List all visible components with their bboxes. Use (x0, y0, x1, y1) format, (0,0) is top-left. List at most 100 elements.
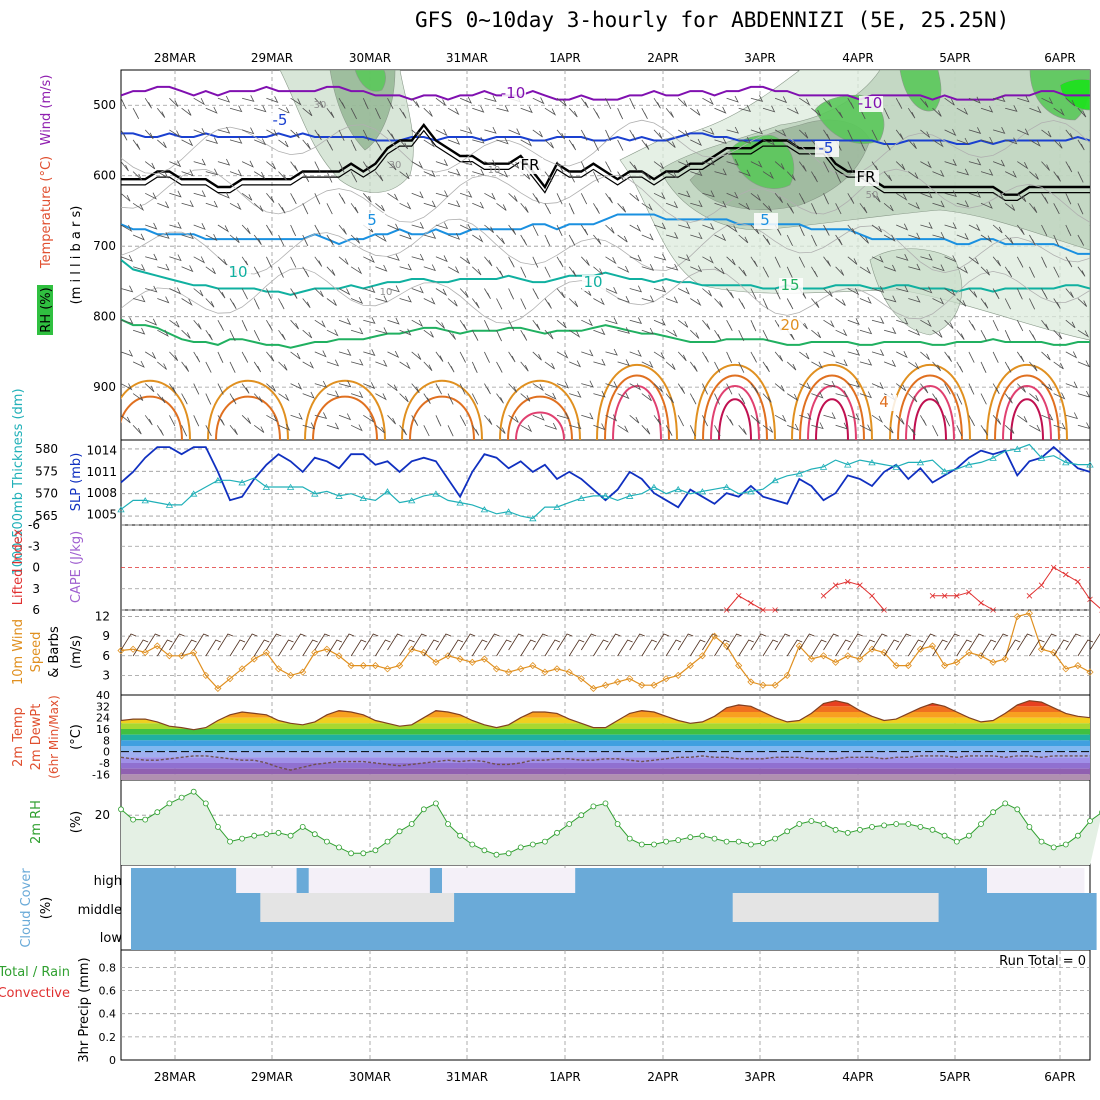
wind-barb (520, 203, 529, 213)
y-tick-temp: 0 (103, 746, 110, 759)
cloud-cell-low (466, 922, 479, 950)
cloud-cell-high (381, 868, 395, 893)
cloud-cell-low (442, 922, 455, 950)
cloud-cell-high (1047, 868, 1061, 893)
wind-barb (920, 222, 933, 229)
cloud-cell-high (151, 868, 164, 893)
cloud-cell-low (926, 922, 940, 950)
wind-point (347, 662, 355, 670)
wind-barb (580, 161, 587, 173)
wind-barb (362, 98, 369, 110)
thickness-point (1013, 445, 1022, 452)
wind-barb (411, 129, 422, 139)
wind-barb (387, 192, 399, 202)
wind-barb (738, 202, 751, 211)
y-tick-pressure: 500 (93, 98, 116, 112)
rh-point (142, 816, 149, 823)
wind-barb (447, 233, 461, 240)
rh-point (905, 821, 912, 827)
wind-barb (169, 319, 180, 328)
wind-barb (229, 393, 237, 405)
wind-barb (156, 107, 166, 118)
cloud-cell-low (381, 922, 395, 950)
wind-barb (471, 330, 479, 341)
lifted-index-plot (121, 564, 1100, 613)
cloud-cell-high (272, 868, 286, 893)
wind-barb (641, 108, 648, 119)
wind-barb (459, 158, 473, 166)
wind-barb (980, 298, 989, 309)
wind-barb (241, 415, 252, 424)
wind-barb (435, 159, 449, 167)
wind-barb (1029, 234, 1036, 246)
rh-point (917, 824, 924, 830)
cloud-cell-high (551, 868, 564, 893)
wind-barb (629, 349, 642, 357)
y-tick-pressure: 700 (93, 239, 116, 253)
contour-label: -10 (858, 94, 883, 112)
wind-barb (920, 351, 930, 361)
contour-label-bg (269, 113, 293, 129)
cloud-cell-high (139, 868, 152, 893)
wind-point (238, 665, 246, 673)
wind-barb (774, 129, 787, 137)
cloud-cell-high (284, 868, 298, 893)
rh-point (978, 821, 984, 827)
wind-point (941, 662, 949, 670)
wind-barb (472, 201, 485, 209)
isotherms (121, 85, 1090, 440)
temp-band (121, 695, 1090, 701)
wind-barb (387, 129, 395, 140)
wind-barb (1065, 193, 1072, 205)
cloud-cell-high (817, 868, 831, 893)
wind-point (868, 645, 876, 653)
wind-barb (702, 415, 708, 427)
wind-barb (314, 380, 328, 388)
wind-point (480, 655, 488, 663)
y-tick-slp: 1008 (86, 486, 117, 500)
wind-barb (532, 288, 539, 300)
isotherm-0 (121, 123, 1090, 196)
wind-barb (338, 256, 349, 265)
wind-barb (883, 108, 890, 120)
rh-point (336, 844, 342, 851)
rh-point (275, 829, 282, 836)
wind-barb (883, 139, 891, 151)
wind-barb (980, 201, 993, 209)
wind-barb (544, 139, 554, 149)
wind-point (832, 658, 840, 666)
wind-barb (435, 351, 444, 362)
contour-label: 10 (488, 165, 501, 176)
cloud-cell-high (1035, 868, 1049, 893)
wind-barb (593, 358, 606, 366)
cloud-row-label: middle (78, 903, 122, 918)
cloud-cell-middle (478, 893, 491, 922)
wind-point (492, 665, 501, 673)
wind-point (795, 642, 803, 650)
wind-barb (338, 161, 345, 173)
cloud-cell-low (417, 922, 431, 950)
thickness-point (1062, 459, 1070, 466)
wind-barb (714, 329, 722, 341)
wind-barb (326, 139, 334, 151)
wind-barb (895, 192, 908, 201)
cloud-cell-middle (526, 893, 540, 922)
wind-barb (714, 361, 721, 373)
wind-barb (326, 171, 333, 183)
contour-label: 4 (879, 393, 889, 411)
thickness-point (844, 461, 852, 468)
cloud-cell-middle (575, 893, 588, 922)
wind-barb (496, 425, 506, 434)
wind-barb (423, 393, 431, 404)
wind-barb (980, 168, 994, 176)
axis-titles: RH (%)Temperature (°C)Wind (m/s)(m i l l… (0, 75, 92, 1063)
wind-barb (677, 319, 689, 328)
wind-barb (1089, 256, 1090, 258)
wind-barb (653, 415, 662, 426)
wind-barb (496, 234, 505, 245)
thickness-point (553, 503, 561, 511)
wind-barb (811, 329, 822, 339)
wind-barb (302, 203, 309, 215)
y-tick-temp: 32 (96, 700, 110, 713)
thickness-point (432, 490, 440, 497)
